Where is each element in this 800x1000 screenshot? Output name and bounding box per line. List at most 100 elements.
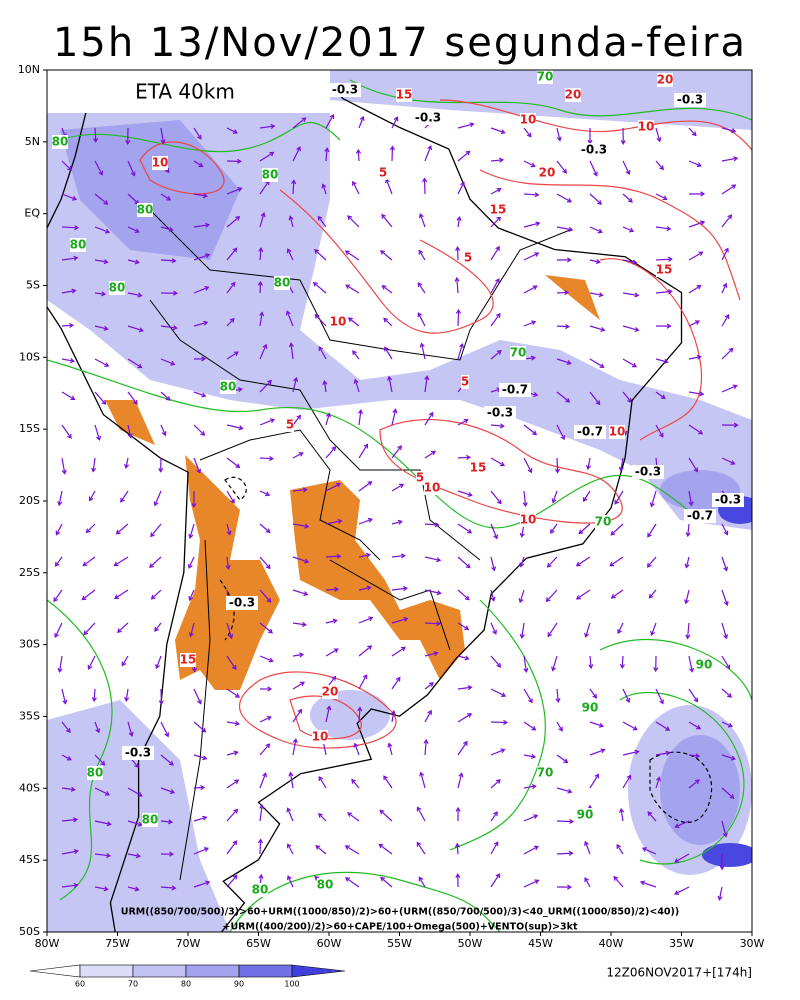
wind-arrow — [226, 457, 241, 469]
wind-arrow — [345, 284, 360, 294]
wind-arrow — [641, 847, 657, 855]
arrow-head — [61, 469, 67, 475]
arrow-shaft — [125, 457, 129, 468]
contour-label: 10 — [520, 513, 537, 527]
arrow-head — [418, 876, 424, 882]
arrow-shaft — [490, 159, 503, 162]
arrow-head — [496, 499, 502, 505]
arrow-shaft — [622, 292, 639, 297]
wind-arrow — [418, 213, 426, 228]
wind-arrow — [650, 622, 657, 637]
wind-arrow — [292, 452, 304, 459]
arrow-head — [527, 468, 533, 474]
arrow-shaft — [620, 457, 624, 471]
wind-arrow — [61, 424, 72, 439]
arrow-shaft — [193, 224, 209, 228]
arrow-shaft — [94, 160, 103, 176]
arrow-head — [314, 875, 320, 881]
wind-arrow — [721, 127, 737, 134]
arrow-shaft — [226, 721, 239, 725]
arrow-shaft — [380, 877, 393, 888]
arrow-shaft — [289, 772, 294, 789]
arrow-shaft — [325, 588, 339, 591]
wind-arrow — [688, 251, 704, 261]
wind-arrow — [94, 226, 111, 234]
arrow-shaft — [322, 184, 327, 195]
arrow-head — [666, 323, 672, 329]
wind-arrow — [555, 688, 561, 704]
label-bg — [274, 276, 290, 290]
arrow-head — [383, 317, 389, 323]
wind-arrow — [291, 179, 297, 195]
arrow-shaft — [556, 226, 573, 231]
arrow-shaft — [490, 388, 501, 393]
wind-arrow — [688, 721, 702, 730]
arrow-shaft — [523, 252, 539, 261]
wind-arrow — [344, 877, 360, 888]
wind-arrow — [287, 875, 294, 888]
arrow-shaft — [259, 523, 271, 533]
wind-arrow — [424, 411, 434, 426]
arrow-head — [100, 760, 106, 766]
wind-arrow — [55, 523, 63, 536]
arrow-head — [288, 342, 294, 348]
wind-arrow — [390, 709, 396, 723]
arrow-shaft — [259, 125, 275, 129]
wind-arrow — [226, 622, 234, 640]
arrow-shaft — [226, 655, 237, 670]
arrow-head — [228, 634, 234, 640]
wind-arrow — [258, 246, 264, 261]
arrow-shaft — [292, 452, 304, 459]
arrow-head — [427, 145, 433, 151]
label-bg — [537, 766, 553, 780]
lat-label: 25S — [19, 566, 40, 579]
wind-arrow — [523, 221, 541, 228]
wind-arrow — [378, 843, 393, 855]
arrow-head — [286, 843, 292, 849]
arrow-head — [427, 709, 432, 715]
arrow-head — [434, 522, 440, 528]
arrow-shaft — [358, 586, 371, 591]
arrow-shaft — [61, 257, 78, 261]
arrow-shaft — [391, 554, 405, 558]
arrow-shaft — [226, 282, 236, 294]
wind-arrow — [655, 323, 672, 329]
label-bg — [87, 766, 103, 780]
wind-arrow — [324, 147, 330, 162]
arrow-head — [550, 528, 555, 534]
arrow-shaft — [523, 814, 538, 822]
contour-label: 15 — [180, 653, 197, 667]
arrow-head — [695, 753, 701, 759]
arrow-shaft — [523, 457, 532, 473]
arrow-head — [160, 139, 166, 145]
wind-arrow — [721, 457, 736, 465]
arrow-shaft — [259, 743, 270, 756]
arrow-head — [237, 387, 243, 393]
wind-arrow — [721, 384, 738, 393]
arrow-head — [95, 728, 101, 734]
arrow-head — [168, 226, 174, 232]
wind-arrow — [391, 116, 399, 129]
wind-arrow — [259, 379, 272, 393]
arrow-shaft — [292, 556, 309, 563]
shade — [660, 735, 740, 845]
arrow-shaft — [655, 160, 664, 170]
wind-arrow — [259, 589, 272, 603]
arrow-shaft — [650, 622, 657, 636]
wind-arrow — [160, 226, 174, 232]
arrow-shaft — [523, 127, 532, 137]
arrow-head — [496, 216, 502, 222]
arrow-head — [723, 566, 729, 572]
wind-arrow — [721, 655, 731, 670]
arrow-head — [288, 771, 294, 777]
arrow-shaft — [556, 127, 561, 141]
arrow-shaft — [226, 556, 230, 569]
arrow-head — [234, 720, 240, 726]
arrow-shaft — [622, 688, 630, 703]
arrow-shaft — [325, 483, 341, 492]
contour-line — [59, 121, 341, 153]
wind-arrow — [490, 622, 497, 635]
wind-arrow — [457, 556, 471, 569]
arrow-head — [533, 845, 539, 851]
arrow-shaft — [556, 754, 568, 763]
